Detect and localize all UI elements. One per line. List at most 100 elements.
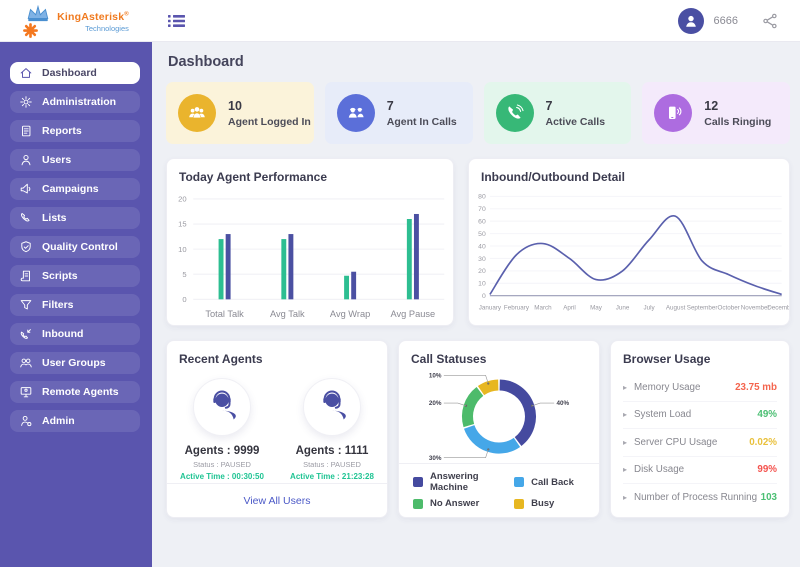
agent-item: Agents : 1111 Status : PAUSED Active Time … [277,370,387,483]
sidebar-item-dashboard[interactable]: Dashboard [10,62,140,84]
svg-text:30%: 30% [429,455,442,462]
admin-user-icon [19,414,33,428]
brand-logo[interactable]: KingAsterisk® Technologies [0,0,152,42]
legend-item-busy: Busy [514,498,589,509]
svg-text:Avg Pause: Avg Pause [391,309,436,319]
legend-label: Busy [531,498,555,509]
svg-text:40: 40 [478,243,486,250]
agents-group-icon [178,94,216,132]
svg-text:February: February [504,304,530,311]
svg-text:October: October [717,304,739,311]
legend-item-no-answer: No Answer [413,498,514,509]
legend-swatch [514,477,525,487]
inbound-outbound-title: Inbound/Outbound Detail [481,170,625,184]
charts-row: Today Agent Performance 0 5 10 15 20 Total Ta… [166,158,790,326]
inbound-phone-icon [19,327,33,341]
sidebar-item-quality-control[interactable]: Quality Control [10,236,140,258]
svg-text:Total Talk: Total Talk [205,309,244,319]
user-icon [19,153,33,167]
usage-label: Server CPU Usage [634,436,718,448]
sidebar-nav: Dashboard Administration Reports Users Campa… [0,42,152,432]
stat-card-agent-in-calls[interactable]: 7 Agent In Calls [324,82,473,144]
stat-text: 12 Calls Ringing [704,99,771,128]
brand-logo-icon [23,4,53,38]
sidebar-item-lists[interactable]: Lists [10,207,140,229]
stat-label: Calls Ringing [704,115,772,128]
person-icon [685,15,696,27]
brand-name: KingAsterisk® [57,11,129,24]
svg-text:15: 15 [178,220,186,229]
caret-icon: ▸ [623,437,628,447]
agent-headset-icon [312,386,352,428]
sidebar-item-filters[interactable]: Filters [10,294,140,316]
svg-text:0: 0 [482,293,486,300]
agent-performance-card: Today Agent Performance 0 5 10 15 20 Total Ta… [166,158,454,326]
sidebar-item-label: Scripts [42,270,78,282]
stat-card-calls-ringing[interactable]: 12 Calls Ringing [642,82,790,144]
report-icon [19,124,33,138]
stat-value: 7 [386,98,394,113]
svg-text:May: May [590,304,603,311]
share-icon[interactable] [762,13,778,29]
sidebar-item-reports[interactable]: Reports [10,120,140,142]
usage-row-system-load: ▸ System Load 49% [623,402,777,429]
usage-value: 23.75 mb [735,381,777,393]
recent-agents-card: Recent Agents Agents : 9999 Status : PAUS… [166,340,388,518]
svg-text:70: 70 [478,206,486,213]
sidebar-item-scripts[interactable]: Scripts [10,265,140,287]
sidebar-item-user-groups[interactable]: User Groups [10,352,140,374]
stat-label: Agent In Calls [386,115,457,128]
stat-text: 7 Agent In Calls [387,99,457,128]
svg-text:10: 10 [178,245,186,254]
sidebar-item-admin[interactable]: Admin [10,410,140,432]
users-group-icon [19,356,33,370]
usage-label: Disk Usage [634,464,685,476]
sidebar-item-campaigns[interactable]: Campaigns [10,178,140,200]
caret-icon: ▸ [623,493,628,503]
sidebar-item-users[interactable]: Users [10,149,140,171]
svg-text:January: January [479,304,502,311]
svg-text:30: 30 [478,256,486,263]
svg-text:0: 0 [182,295,186,304]
legend-item-call-back: Call Back [514,471,589,493]
agent-status: Status : PAUSED [303,460,361,469]
sidebar-item-label: Inbound [42,328,84,340]
legend-swatch [413,477,423,487]
sidebar-item-label: Filters [42,299,74,311]
browser-usage-list: ▸ Memory Usage 23.75 mb ▸ System Load 49% ▸ Ser… [611,370,789,512]
agent-name: Agents : 1111 [295,445,369,457]
sidebar-item-inbound[interactable]: Inbound [10,323,140,345]
svg-text:40%: 40% [557,400,570,407]
stat-card-agent-logged-in[interactable]: 10 Agent Logged In [166,82,314,144]
call-statuses-title: Call Statuses [411,352,487,366]
sidebar-item-remote-agents[interactable]: Remote Agents [10,381,140,403]
gear-icon [19,95,33,109]
caret-icon: ▸ [623,410,628,420]
mobile-ring-icon [654,94,693,132]
menu-toggle-icon[interactable] [168,14,185,28]
caret-icon: ▸ [623,465,628,475]
sidebar-item-label: Remote Agents [42,386,119,398]
agent-status: Status : PAUSED [193,460,251,469]
sidebar-item-administration[interactable]: Administration [10,91,140,113]
agent-name: Agents : 9999 [184,445,260,457]
legend-label: Answering Machine [430,471,479,493]
crown-icon [27,4,49,21]
agents-list: Agents : 9999 Status : PAUSED Active Time … [167,370,387,483]
asterisk-icon [23,22,38,38]
call-statuses-card: Call Statuses 40% 30% 20% 10% Answering Mac… [398,340,600,518]
funnel-icon [19,298,33,312]
legend-swatch [514,498,525,509]
agent-avatar [193,378,251,436]
stat-value: 7 [545,98,553,113]
stat-card-active-calls[interactable]: 7 Active Calls [483,82,632,144]
svg-text:July: July [643,304,655,311]
svg-text:August: August [666,304,686,311]
sidebar-item-label: Admin [42,415,75,427]
sidebar-item-label: Dashboard [42,67,97,79]
svg-text:December: December [767,304,789,311]
user-avatar[interactable] [677,7,704,34]
agent-headset-icon [202,386,242,428]
view-all-users-link[interactable]: View All Users [243,495,311,507]
